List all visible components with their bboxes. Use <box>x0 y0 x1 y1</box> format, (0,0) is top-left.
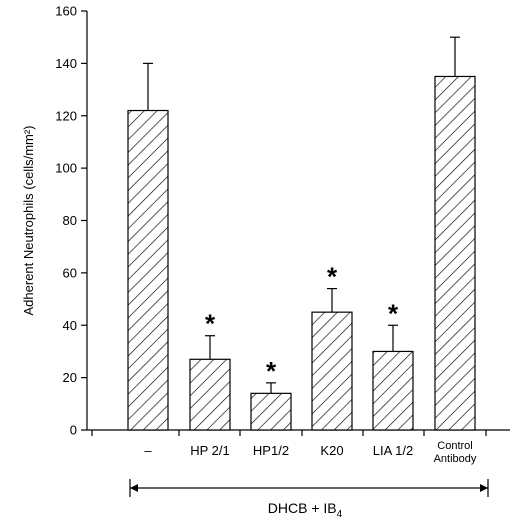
category-label: Control <box>437 440 472 452</box>
category-label: K20 <box>320 443 343 458</box>
category-label: LIA 1/2 <box>373 443 413 458</box>
significance-star: * <box>327 262 338 292</box>
labels-layer: – * HP 2/1 * HP1/2 * K20 * LIA 1/2 ControlAntibod… <box>144 262 477 465</box>
bracket-layer: DHCB + IB4 <box>129 479 489 520</box>
y-tick-label: 120 <box>55 108 77 123</box>
significance-star: * <box>205 309 216 339</box>
bar <box>127 109 169 431</box>
y-tick-label: 0 <box>70 423 77 438</box>
bar <box>250 392 292 431</box>
y-tick-label: 100 <box>55 161 77 176</box>
significance-star: * <box>388 298 399 328</box>
significance-star: * <box>266 356 277 386</box>
y-axis-label: Adherent Neutrophils (cells/mm²) <box>21 125 36 315</box>
y-tick-label: 60 <box>63 265 77 280</box>
bar <box>311 311 353 431</box>
bracket-left-arrow <box>130 484 138 492</box>
y-tick-label: 40 <box>63 318 77 333</box>
category-label: – <box>144 443 152 458</box>
axes-layer: 0 20 40 60 80 100 120 140 160 Adherent Neutrophil… <box>21 4 510 438</box>
bar <box>372 350 414 431</box>
y-tick-label: 20 <box>63 370 77 385</box>
category-label: HP1/2 <box>253 443 289 458</box>
y-tick-label: 140 <box>55 56 77 71</box>
bracket-right-arrow <box>480 484 488 492</box>
bars-layer <box>127 36 476 431</box>
y-tick-label: 80 <box>63 213 77 228</box>
bar <box>189 358 231 431</box>
category-label: HP 2/1 <box>190 443 230 458</box>
y-tick-label: 160 <box>55 4 77 19</box>
category-label: Antibody <box>434 453 477 465</box>
bar <box>434 75 476 431</box>
bracket-label: DHCB + IB4 <box>268 500 343 520</box>
